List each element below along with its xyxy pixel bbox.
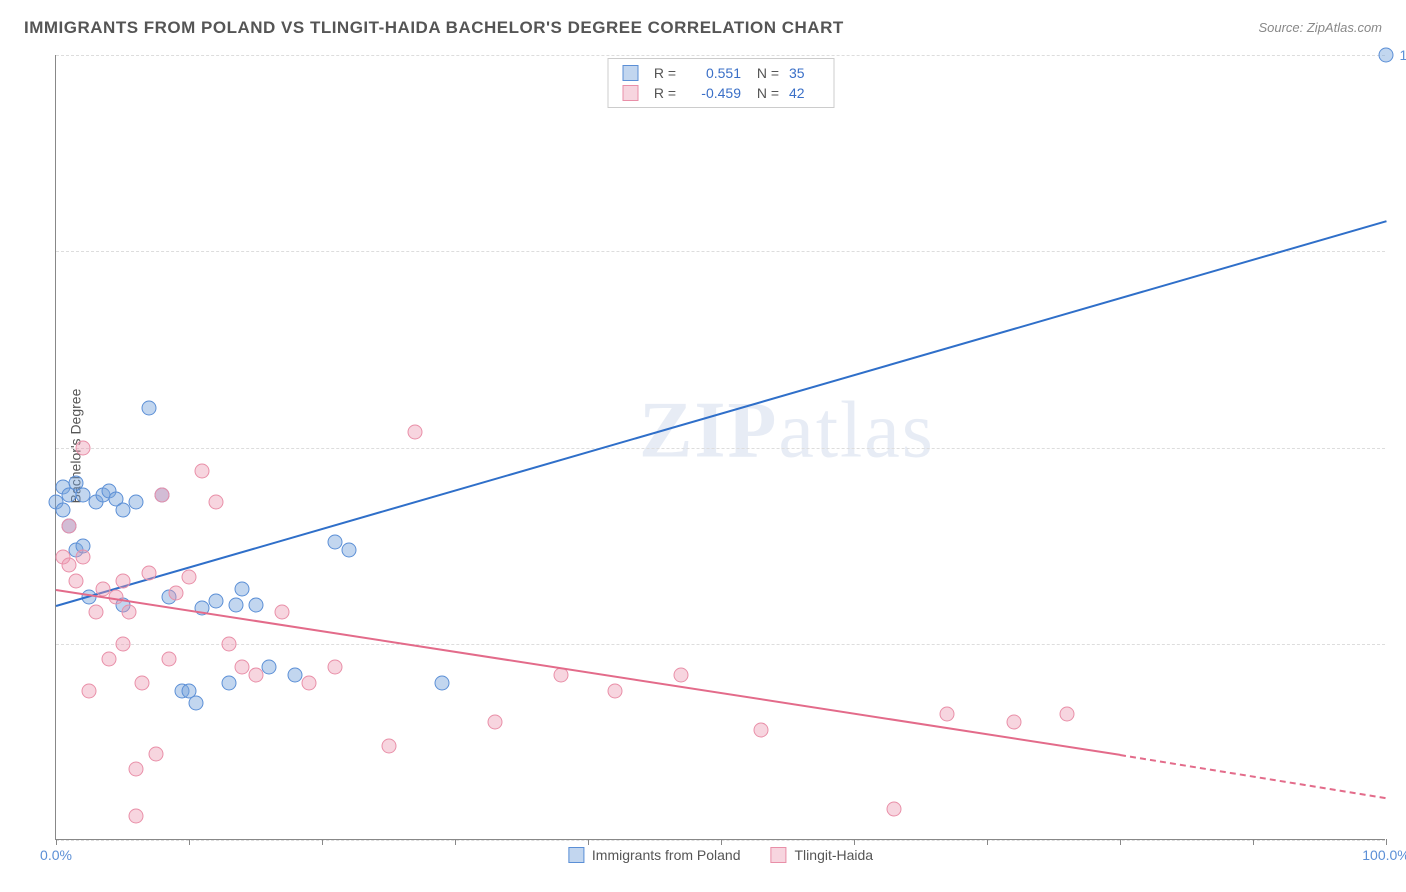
stats-legend-box: R = 0.551 N = 35 R = -0.459 N = 42	[607, 58, 834, 108]
x-tick	[721, 839, 722, 845]
scatter-point	[62, 558, 77, 573]
scatter-point	[135, 676, 150, 691]
swatch-series-1	[568, 847, 584, 863]
scatter-point	[115, 503, 130, 518]
scatter-point	[328, 660, 343, 675]
scatter-point	[55, 503, 70, 518]
scatter-point	[1006, 715, 1021, 730]
scatter-point	[1059, 707, 1074, 722]
scatter-point	[275, 605, 290, 620]
scatter-point	[148, 746, 163, 761]
x-tick	[189, 839, 190, 845]
regression-line	[56, 589, 1120, 756]
scatter-point	[221, 636, 236, 651]
scatter-point	[102, 652, 117, 667]
scatter-point	[115, 573, 130, 588]
scatter-point	[122, 605, 137, 620]
legend-bottom: Immigrants from Poland Tlingit-Haida	[568, 847, 873, 863]
scatter-point	[940, 707, 955, 722]
stats-row-series-2: R = -0.459 N = 42	[622, 83, 819, 103]
gridline	[56, 55, 1385, 56]
scatter-point	[168, 585, 183, 600]
scatter-point	[248, 668, 263, 683]
scatter-point	[753, 723, 768, 738]
x-tick	[1386, 839, 1387, 845]
x-tick	[56, 839, 57, 845]
x-tick	[455, 839, 456, 845]
scatter-point	[128, 762, 143, 777]
regression-line	[1120, 754, 1386, 799]
scatter-point	[128, 809, 143, 824]
scatter-point	[228, 597, 243, 612]
scatter-point	[142, 566, 157, 581]
gridline	[56, 644, 1385, 645]
x-tick-label: 0.0%	[40, 847, 72, 863]
scatter-point	[115, 636, 130, 651]
legend-label: Immigrants from Poland	[592, 847, 741, 863]
scatter-point	[408, 424, 423, 439]
watermark: ZIPatlas	[639, 386, 935, 477]
x-tick	[1120, 839, 1121, 845]
stats-row-series-1: R = 0.551 N = 35	[622, 63, 819, 83]
source-attribution: Source: ZipAtlas.com	[1258, 20, 1382, 35]
scatter-point	[381, 738, 396, 753]
scatter-point	[208, 495, 223, 510]
legend-label: Tlingit-Haida	[795, 847, 874, 863]
x-tick	[322, 839, 323, 845]
n-label: N =	[751, 85, 779, 101]
swatch-series-2	[622, 85, 638, 101]
scatter-point	[221, 676, 236, 691]
scatter-point	[128, 495, 143, 510]
r-label: R =	[648, 65, 676, 81]
scatter-point	[341, 542, 356, 557]
y-tick-label: 100.0%	[1400, 47, 1406, 63]
scatter-point	[68, 573, 83, 588]
swatch-series-2	[771, 847, 787, 863]
x-tick	[588, 839, 589, 845]
scatter-point	[82, 683, 97, 698]
scatter-point	[1379, 48, 1394, 63]
scatter-point	[607, 683, 622, 698]
x-tick	[987, 839, 988, 845]
page-title: IMMIGRANTS FROM POLAND VS TLINGIT-HAIDA …	[24, 18, 844, 38]
n-value: 35	[789, 65, 819, 81]
scatter-point	[155, 487, 170, 502]
r-value: -0.459	[686, 85, 741, 101]
scatter-point	[62, 519, 77, 534]
scatter-point	[674, 668, 689, 683]
scatter-point	[434, 676, 449, 691]
scatter-point	[248, 597, 263, 612]
scatter-point	[487, 715, 502, 730]
regression-line	[56, 220, 1387, 607]
swatch-series-1	[622, 65, 638, 81]
scatter-point	[886, 801, 901, 816]
x-tick	[854, 839, 855, 845]
scatter-point	[162, 652, 177, 667]
legend-item-series-1: Immigrants from Poland	[568, 847, 741, 863]
n-value: 42	[789, 85, 819, 101]
legend-item-series-2: Tlingit-Haida	[771, 847, 874, 863]
x-tick-label: 100.0%	[1362, 847, 1406, 863]
gridline	[56, 251, 1385, 252]
scatter-point	[261, 660, 276, 675]
n-label: N =	[751, 65, 779, 81]
scatter-point	[235, 581, 250, 596]
scatter-point	[195, 464, 210, 479]
r-value: 0.551	[686, 65, 741, 81]
r-label: R =	[648, 85, 676, 101]
x-tick	[1253, 839, 1254, 845]
scatter-point	[142, 401, 157, 416]
scatter-point	[88, 605, 103, 620]
scatter-point	[188, 695, 203, 710]
scatter-point	[75, 440, 90, 455]
scatter-point	[75, 550, 90, 565]
scatter-point	[208, 593, 223, 608]
gridline	[56, 448, 1385, 449]
scatter-point	[182, 570, 197, 585]
scatter-point	[301, 676, 316, 691]
chart-plot-area: ZIPatlas R = 0.551 N = 35 R = -0.459 N =…	[55, 55, 1385, 840]
